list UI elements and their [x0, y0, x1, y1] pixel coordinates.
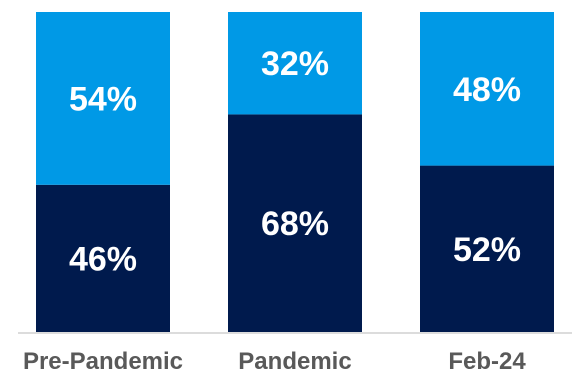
bar-segment-bottom-1 [36, 184, 170, 332]
bar-segment-bottom-3 [420, 165, 554, 332]
data-label-top-1: 54% [69, 80, 137, 118]
data-label-top-2: 32% [261, 45, 329, 83]
bar-segment-top-2 [228, 12, 362, 115]
category-label-3: Feb-24 [448, 348, 526, 375]
bar-segment-bottom-2 [228, 114, 362, 333]
data-label-bottom-2: 68% [261, 205, 329, 243]
data-label-bottom-1: 46% [69, 240, 137, 278]
bars-group [36, 12, 554, 333]
bar-segment-top-1 [36, 12, 170, 185]
bar-segment-top-3 [420, 12, 554, 166]
category-label-2: Pandemic [238, 348, 351, 375]
category-label-1: Pre-Pandemic [23, 348, 183, 375]
category-labels-group: Pre-Pandemic Pandemic Feb-24 [23, 348, 526, 375]
data-label-bottom-3: 52% [453, 231, 521, 269]
data-labels-group: 46% 54% 68% 32% 52% 48% [69, 45, 521, 278]
data-label-top-3: 48% [453, 71, 521, 109]
